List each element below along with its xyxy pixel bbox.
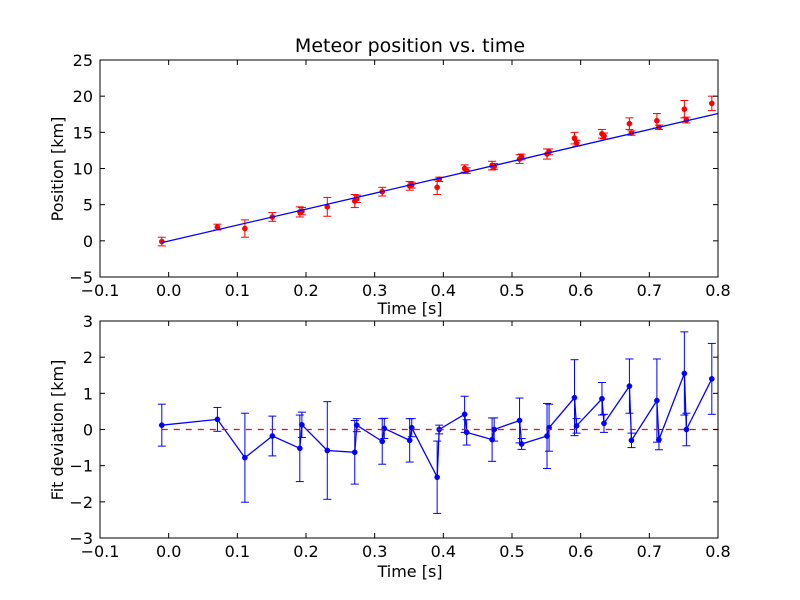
bottom-plot: −0.1 0.0 0.1 0.2 0.3 0.4 0.5 0.6 0.7 0.8 −3 −2 −1 0 1 2… bbox=[69, 312, 730, 561]
bottom-data-point bbox=[654, 397, 660, 404]
bottom-x-tick-label: 0.4 bbox=[431, 542, 456, 561]
top-x-tick-label: 0.3 bbox=[362, 281, 387, 300]
bottom-y-tick-label: −2 bbox=[69, 493, 93, 512]
bottom-data-point bbox=[573, 423, 580, 429]
bottom-data-layer bbox=[157, 331, 718, 514]
top-y-tick-label: 10 bbox=[73, 160, 93, 179]
bottom-data-point bbox=[406, 437, 413, 444]
bottom-y-tick-label: 0 bbox=[83, 421, 93, 440]
bottom-data-point bbox=[461, 411, 468, 418]
top-data-point bbox=[573, 140, 580, 147]
bottom-data-point bbox=[491, 426, 497, 433]
bottom-data-point bbox=[544, 433, 550, 439]
top-data-point bbox=[434, 184, 441, 191]
bottom-y-tick-label: 1 bbox=[83, 384, 93, 403]
top-y-axis-label: Position [km] bbox=[48, 117, 67, 222]
top-x-tick-label: 0.8 bbox=[705, 281, 730, 300]
bottom-data-point bbox=[516, 417, 523, 424]
bottom-x-tick-label: 0.2 bbox=[293, 542, 318, 561]
bottom-data-point bbox=[242, 454, 248, 461]
bottom-data-point bbox=[299, 421, 305, 428]
top-x-axis-label: Time [s] bbox=[376, 299, 442, 318]
top-data-point bbox=[681, 106, 688, 113]
bottom-y-tick-label: −1 bbox=[69, 457, 93, 476]
bottom-data-point bbox=[626, 383, 633, 389]
bottom-data-point bbox=[408, 424, 415, 431]
bottom-data-point bbox=[434, 474, 441, 481]
top-x-tick-label: 0.7 bbox=[637, 281, 662, 300]
bottom-y-axis-label: Fit deviation [km] bbox=[48, 360, 67, 501]
top-y-tick-label: 5 bbox=[83, 196, 93, 215]
bottom-x-tick-label: 0.8 bbox=[705, 542, 730, 561]
bottom-x-tick-label: 0.5 bbox=[499, 542, 524, 561]
bottom-data-point bbox=[601, 420, 607, 427]
bottom-x-axis-label: Time [s] bbox=[376, 562, 442, 581]
top-plot: −0.1 0.0 0.1 0.2 0.3 0.4 0.5 0.6 0.7 0.8 −5 0 5 10 15 2… bbox=[69, 51, 730, 300]
bottom-data-point bbox=[379, 438, 386, 445]
top-data-point bbox=[601, 133, 607, 139]
bottom-data-point bbox=[324, 447, 331, 454]
bottom-x-tick-label: 0.6 bbox=[568, 542, 593, 561]
bottom-data-point bbox=[269, 433, 276, 439]
top-x-tick-label: −0.1 bbox=[81, 281, 120, 300]
top-data-point bbox=[242, 225, 248, 232]
bottom-y-tick-label: −3 bbox=[69, 529, 93, 548]
bottom-data-point bbox=[599, 395, 605, 402]
top-y-tick-label: 0 bbox=[83, 232, 93, 251]
top-y-tick-label: 20 bbox=[73, 87, 93, 106]
top-x-tick-label: 0.0 bbox=[156, 281, 181, 300]
bottom-x-tick-label: −0.1 bbox=[81, 542, 120, 561]
top-y-tick-label: 25 bbox=[73, 51, 93, 70]
top-x-tick-label: 0.1 bbox=[225, 281, 250, 300]
bottom-data-point bbox=[351, 449, 358, 456]
top-series-1-line bbox=[161, 112, 719, 244]
bottom-y-tick-label: 3 bbox=[83, 312, 93, 331]
bottom-y-tick-label: 2 bbox=[83, 348, 93, 367]
top-data-point bbox=[654, 117, 660, 124]
bottom-x-tick-label: 0.3 bbox=[362, 542, 387, 561]
top-data-point bbox=[626, 120, 633, 127]
top-x-tick-label: 0.6 bbox=[568, 281, 593, 300]
bottom-data-point bbox=[518, 441, 525, 447]
top-x-tick-label: 0.5 bbox=[499, 281, 524, 300]
top-data-point bbox=[708, 100, 715, 107]
bottom-data-point bbox=[571, 394, 578, 401]
bottom-x-tick-label: 0.0 bbox=[156, 542, 181, 561]
bottom-data-point bbox=[628, 437, 635, 444]
top-y-tick-label: 15 bbox=[73, 123, 93, 142]
top-data-layer bbox=[157, 95, 719, 247]
bottom-data-point bbox=[158, 422, 165, 429]
bottom-data-point bbox=[681, 370, 688, 377]
bottom-data-point bbox=[708, 376, 715, 382]
top-chart-title: Meteor position vs. time bbox=[295, 35, 525, 57]
bottom-x-tick-label: 0.7 bbox=[637, 542, 662, 561]
top-x-tick-label: 0.2 bbox=[293, 281, 318, 300]
bottom-data-point bbox=[353, 422, 360, 429]
bottom-data-point bbox=[381, 425, 388, 432]
bottom-x-tick-label: 0.1 bbox=[225, 542, 250, 561]
bottom-data-point bbox=[463, 429, 470, 436]
bottom-data-point bbox=[296, 445, 303, 452]
bottom-data-point bbox=[656, 436, 662, 443]
bottom-data-point bbox=[214, 416, 221, 423]
bottom-data-point bbox=[683, 426, 690, 433]
top-x-tick-label: 0.4 bbox=[431, 281, 456, 300]
top-y-tick-label: −5 bbox=[69, 268, 93, 287]
